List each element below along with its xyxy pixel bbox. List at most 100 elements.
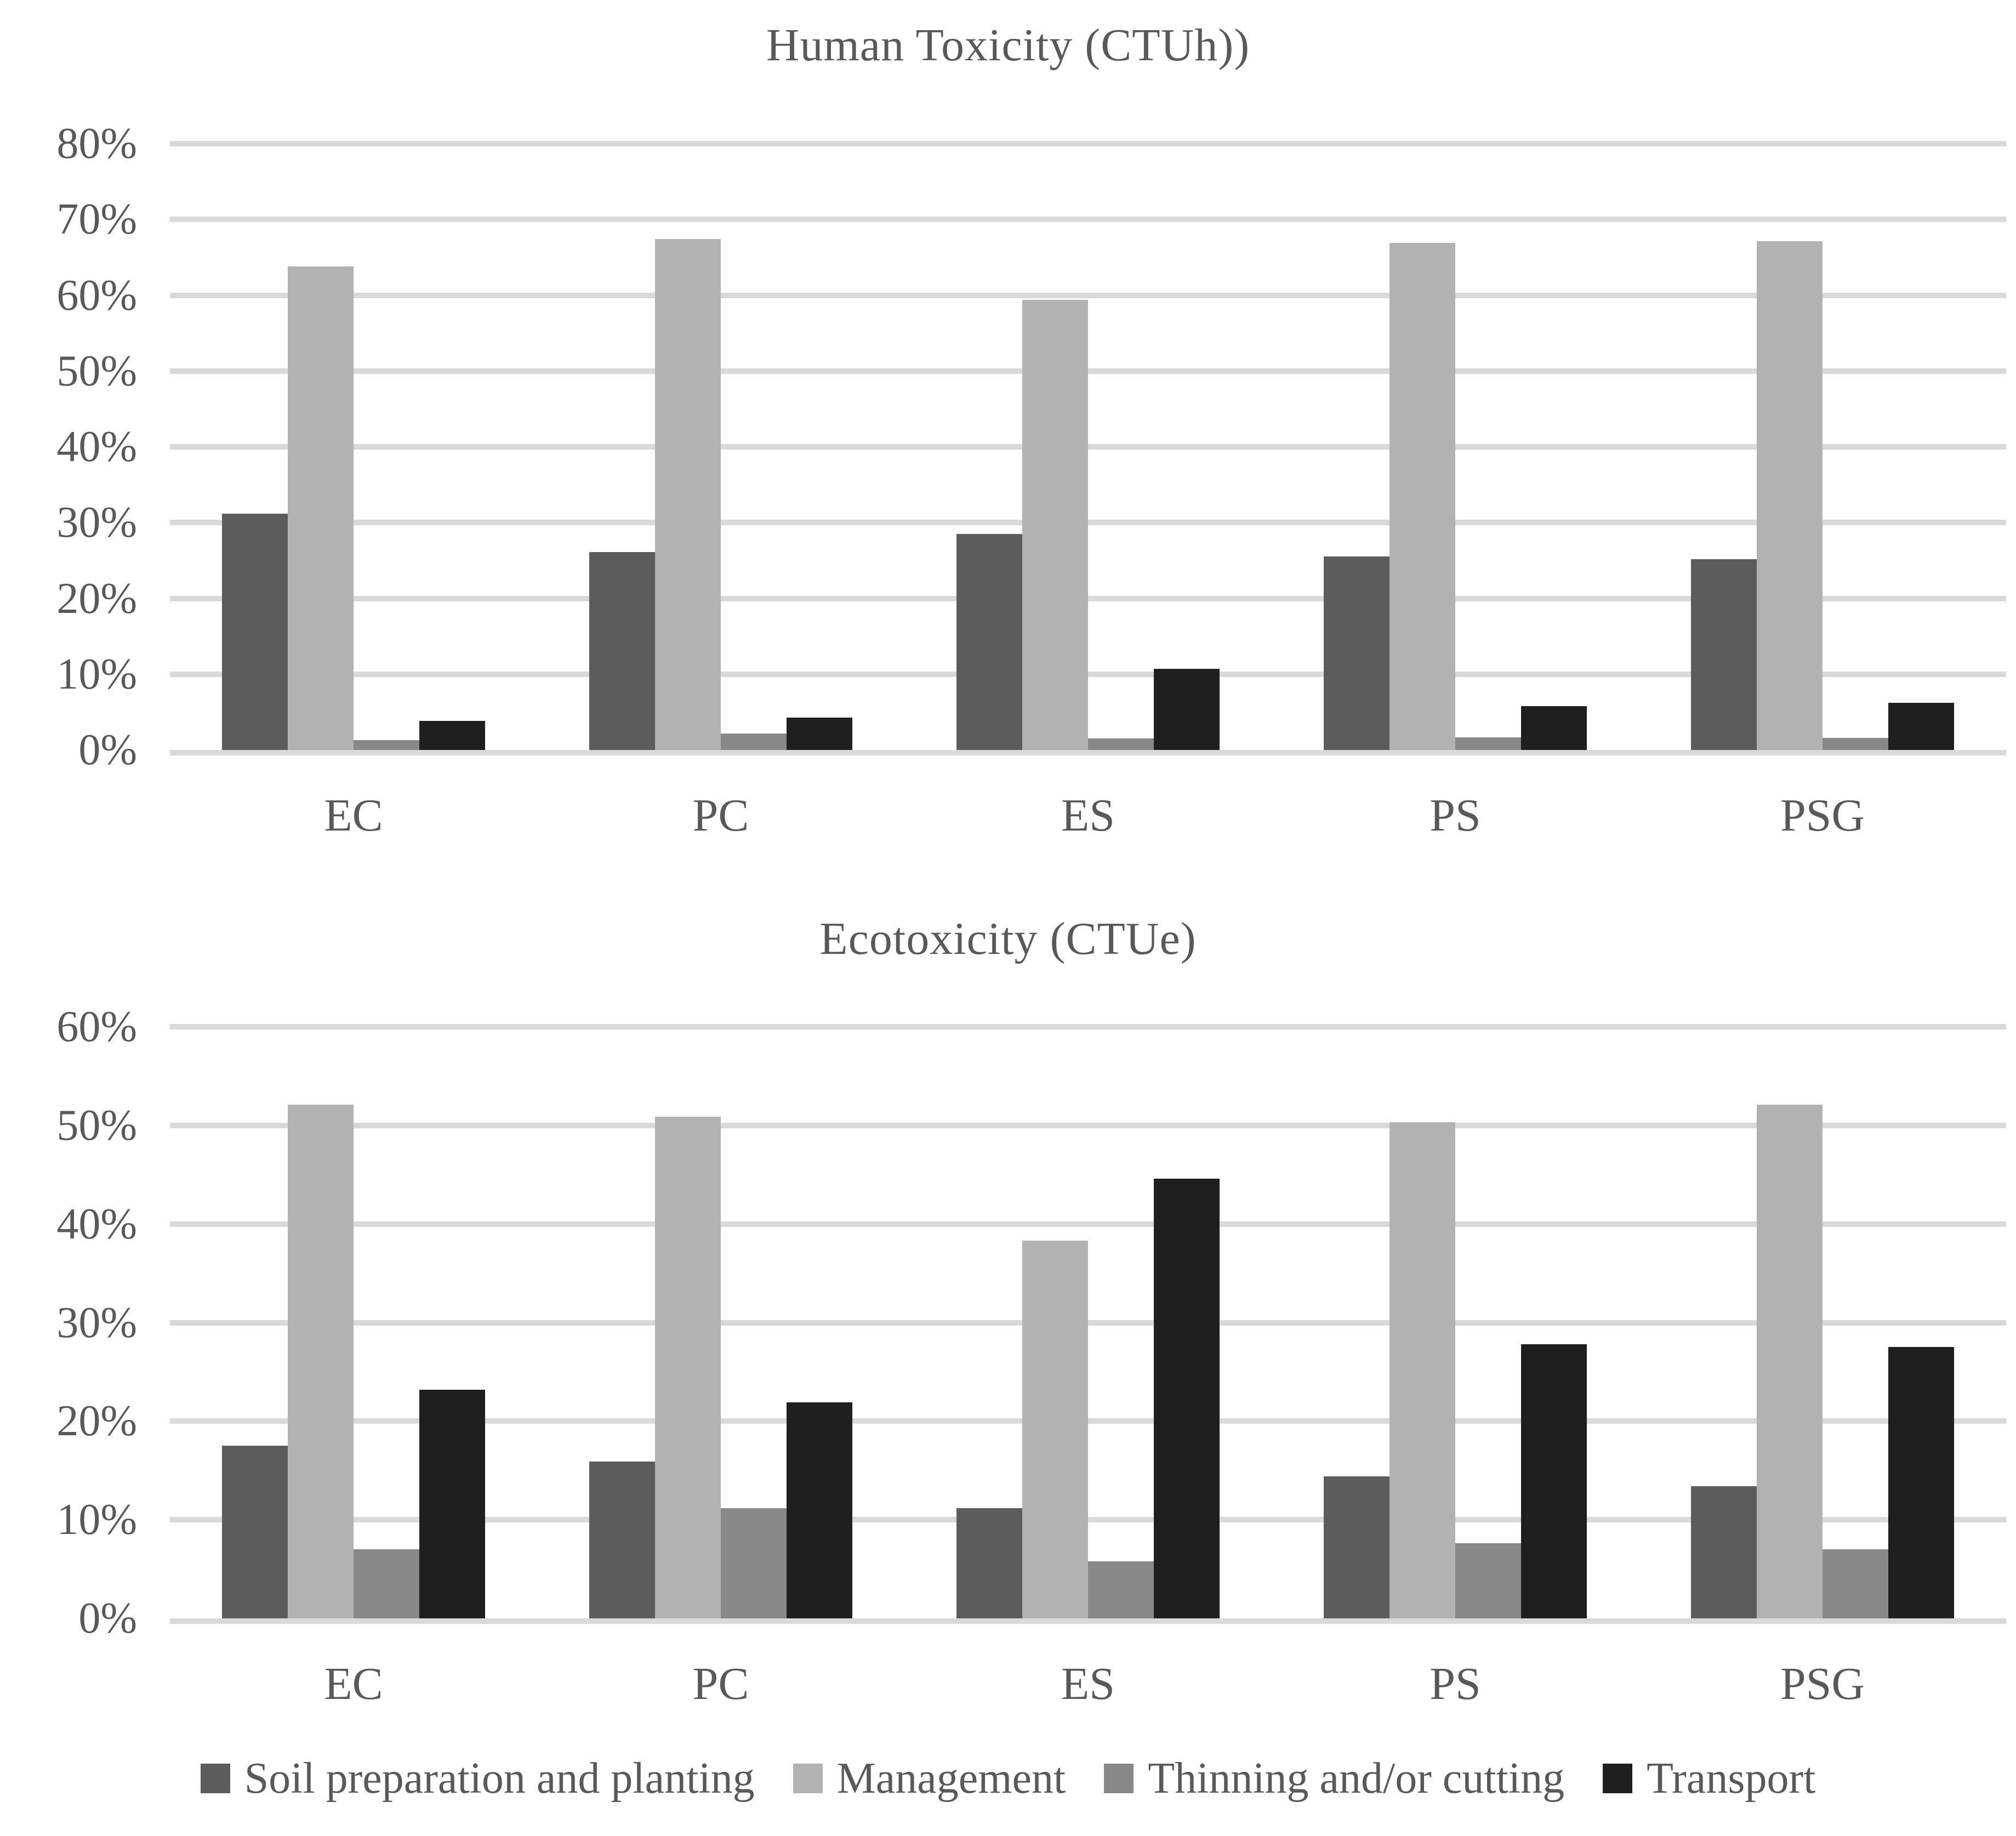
bar-pc-transport (787, 717, 852, 750)
bar-psg-soil-preparation-and-planting (1691, 1486, 1757, 1618)
x-axis-label-PS-chart0: PS (1430, 790, 1481, 841)
y-tick-label-60%: 60% (56, 271, 137, 320)
y-tick-label-80%: 80% (56, 120, 137, 168)
bar-pc-soil-preparation-and-planting (589, 1462, 655, 1618)
chart-title-human-toxicity: Human Toxicity (CTUh)) (766, 20, 1250, 71)
bar-es-transport (1154, 1178, 1220, 1618)
bar-pc-soil-preparation-and-planting (589, 552, 655, 750)
bar-psg-transport (1888, 703, 1954, 750)
gridline-20% (170, 595, 2006, 601)
bar-pc-management (655, 1116, 721, 1618)
bar-group-PSG (1639, 144, 2006, 750)
y-tick-label-50%: 50% (56, 346, 137, 395)
bar-ec-management (288, 1105, 354, 1618)
gridline-0% (170, 750, 2006, 755)
y-tick-label-30%: 30% (56, 498, 137, 547)
bar-psg-management (1757, 1105, 1823, 1618)
bar-ps-transport (1521, 706, 1587, 750)
bar-psg-transport (1888, 1347, 1954, 1618)
legend-item-transport: Transport (1603, 1752, 1815, 1805)
bar-pc-transport (787, 1402, 852, 1618)
legend-swatch-management-icon (793, 1764, 823, 1793)
bar-ec-soil-preparation-and-planting (222, 1446, 288, 1618)
bar-ps-transport (1521, 1344, 1587, 1618)
bar-es-thinning-and-or-cutting (1088, 738, 1154, 750)
x-axis-label-PS-chart1: PS (1430, 1658, 1481, 1709)
legend-item-soil-preparation-and-planting: Soil preparation and planting (200, 1752, 755, 1805)
y-tick-label-10%: 10% (56, 650, 137, 698)
bar-group-ES (904, 1027, 1272, 1618)
legend-label-transport: Transport (1647, 1754, 1816, 1803)
y-tick-label-30%: 30% (56, 1298, 137, 1347)
legend: Soil preparation and planting Management T… (0, 1752, 2016, 1805)
y-tick-label-70%: 70% (56, 195, 137, 244)
y-axis-ecotoxicity: 0% 10% 20% 30% 40% 50% 60% (0, 1004, 137, 1641)
gridline-50% (170, 368, 2006, 374)
x-axis-ecotoxicity: EC PC ES PS PSG (170, 1658, 2006, 1709)
plot-area-human-toxicity (170, 141, 2006, 755)
bar-ps-management (1389, 243, 1455, 750)
gridline-30% (170, 520, 2006, 526)
x-axis-label-ES-chart0: ES (1061, 790, 1115, 841)
bar-group-PS (1272, 144, 1639, 750)
gridline-80% (170, 141, 2006, 146)
bar-group-PC (537, 144, 904, 750)
x-axis-label-EC-chart1: EC (324, 1658, 383, 1709)
y-tick-label-40%: 40% (56, 423, 137, 471)
bar-ec-transport (419, 721, 485, 750)
y-tick-label-20%: 20% (56, 1397, 137, 1446)
bar-pc-thinning-and-or-cutting (721, 1508, 787, 1618)
bar-ec-soil-preparation-and-planting (222, 513, 288, 750)
bar-pc-thinning-and-or-cutting (721, 733, 787, 750)
bar-es-soil-preparation-and-planting (956, 534, 1022, 750)
y-tick-label-60%: 60% (56, 1003, 137, 1051)
bar-group-PC (537, 1027, 904, 1618)
bar-es-management (1022, 1241, 1088, 1618)
bar-psg-soil-preparation-and-planting (1691, 559, 1757, 750)
gridline-10% (170, 671, 2006, 677)
bar-ec-thinning-and-or-cutting (354, 1549, 419, 1618)
gridline-60% (170, 292, 2006, 298)
bar-group-ES (904, 144, 1272, 750)
y-tick-label-20%: 20% (56, 574, 137, 623)
y-tick-label-50%: 50% (56, 1101, 137, 1150)
gridline-10% (170, 1517, 2006, 1523)
bar-psg-management (1757, 241, 1823, 750)
chart-title-ecotoxicity: Ecotoxicity (CTUe) (819, 913, 1197, 964)
gridline-0% (170, 1618, 2006, 1624)
x-axis-label-EC-chart0: EC (324, 790, 383, 841)
bar-es-thinning-and-or-cutting (1088, 1561, 1154, 1618)
bar-ec-thinning-and-or-cutting (354, 740, 419, 750)
x-axis-human-toxicity: EC PC ES PS PSG (170, 790, 2006, 841)
legend-swatch-soil-preparation-and-planting-icon (200, 1764, 230, 1793)
legend-label-thinning-and-or-cutting: Thinning and/or cutting (1148, 1754, 1565, 1803)
bar-ps-management (1389, 1122, 1455, 1618)
bar-es-transport (1154, 669, 1220, 750)
x-axis-label-ES-chart1: ES (1061, 1658, 1115, 1709)
bar-group-PS (1272, 1027, 1639, 1618)
legend-label-soil-preparation-and-planting: Soil preparation and planting (244, 1754, 755, 1803)
bar-group-EC (170, 1027, 537, 1618)
gridline-60% (170, 1024, 2006, 1030)
y-axis-human-toxicity: 0% 10% 20% 30% 40% 50% 60% 70% 80% (0, 121, 137, 772)
x-axis-label-PSG-chart1: PSG (1780, 1658, 1865, 1709)
bar-group-PSG (1639, 1027, 2006, 1618)
gridline-20% (170, 1418, 2006, 1424)
y-tick-label-0%: 0% (78, 1594, 137, 1642)
bar-es-soil-preparation-and-planting (956, 1508, 1022, 1618)
x-axis-label-PSG-chart0: PSG (1780, 790, 1865, 841)
bar-psg-thinning-and-or-cutting (1823, 737, 1888, 750)
legend-swatch-thinning-and-or-cutting-icon (1104, 1764, 1134, 1793)
bar-ps-thinning-and-or-cutting (1455, 737, 1521, 750)
legend-swatch-transport-icon (1603, 1764, 1633, 1793)
y-tick-label-0%: 0% (78, 726, 137, 774)
bar-es-management (1022, 299, 1088, 750)
bar-ps-thinning-and-or-cutting (1455, 1543, 1521, 1618)
legend-label-management: Management (836, 1754, 1066, 1803)
bar-ec-transport (419, 1389, 485, 1618)
bar-psg-thinning-and-or-cutting (1823, 1549, 1888, 1618)
bar-ps-soil-preparation-and-planting (1324, 1476, 1389, 1618)
bar-ps-soil-preparation-and-planting (1324, 556, 1389, 750)
x-axis-label-PC-chart1: PC (692, 1658, 749, 1709)
